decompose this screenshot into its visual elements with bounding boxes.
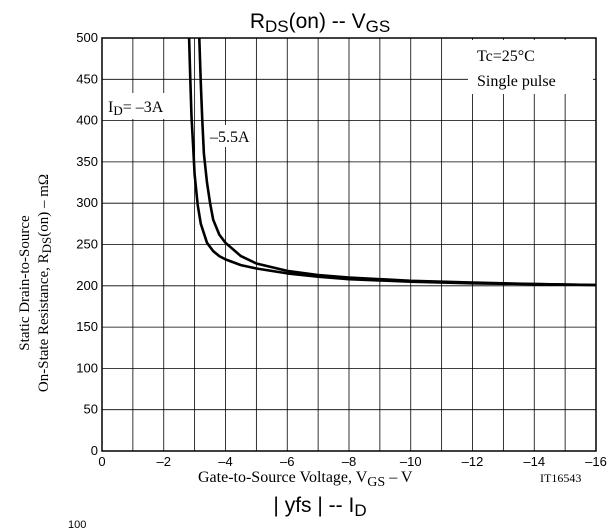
y-tick-label: 100: [76, 360, 98, 375]
series-lines: [187, 37, 597, 287]
chart-title: RDS(on) -- VGS: [250, 10, 390, 36]
x-tick-label: 0: [98, 454, 105, 469]
y-tick-label: 450: [76, 71, 98, 86]
series-line-2: [198, 37, 597, 287]
y-tick-label: 250: [76, 237, 98, 252]
figure-id: IT16543: [540, 471, 581, 485]
series-label-5a: –5.5A: [209, 129, 250, 146]
y-tick-labels: 0 50 100 150 200 250 300 350 400 450 500: [76, 30, 98, 458]
plot-frame: [101, 37, 597, 452]
y-tick-label: 400: [76, 113, 98, 128]
y-tick-label: 50: [84, 402, 98, 417]
y-tick-label: 500: [76, 30, 98, 45]
y-tick-label: 150: [76, 319, 98, 334]
y-axis-label: Static Drain-to-Source On-State Resistan…: [17, 174, 54, 392]
x-tick-label: –8: [342, 454, 356, 469]
next-chart-axis-tick: 100: [68, 519, 86, 529]
y-tick-label: 200: [76, 278, 98, 293]
x-tick-labels: 0 –2 –4 –6 –8 –10 –12 –14 –16: [98, 454, 606, 469]
condition-pulse: Single pulse: [477, 73, 556, 90]
series-label-3a: ID= –3A: [108, 99, 164, 118]
grid: [102, 38, 596, 451]
y-axis-label-line1: Static Drain-to-Source: [17, 215, 33, 351]
series-label-bg-5a: [208, 125, 256, 147]
y-tick-label: 300: [76, 195, 98, 210]
y-tick-label: 350: [76, 154, 98, 169]
series-label-bg-3a: [104, 93, 188, 119]
y-tick-label: 0: [91, 443, 98, 458]
conditions-box: [468, 40, 593, 94]
x-tick-label: –16: [585, 454, 607, 469]
x-tick-label: –6: [280, 454, 294, 469]
next-chart-title: | yfs | -- ID: [273, 494, 366, 520]
x-tick-label: –2: [157, 454, 171, 469]
x-axis-label: Gate-to-Source Voltage, VGS – V: [198, 469, 413, 490]
y-axis-label-line2: On-State Resistance, RDS(on) – mΩ: [36, 174, 54, 392]
x-tick-label: –12: [462, 454, 484, 469]
x-tick-label: –4: [218, 454, 232, 469]
condition-temperature: Tc=25°C: [477, 48, 535, 65]
x-tick-label: –10: [400, 454, 422, 469]
x-tick-label: –14: [523, 454, 545, 469]
